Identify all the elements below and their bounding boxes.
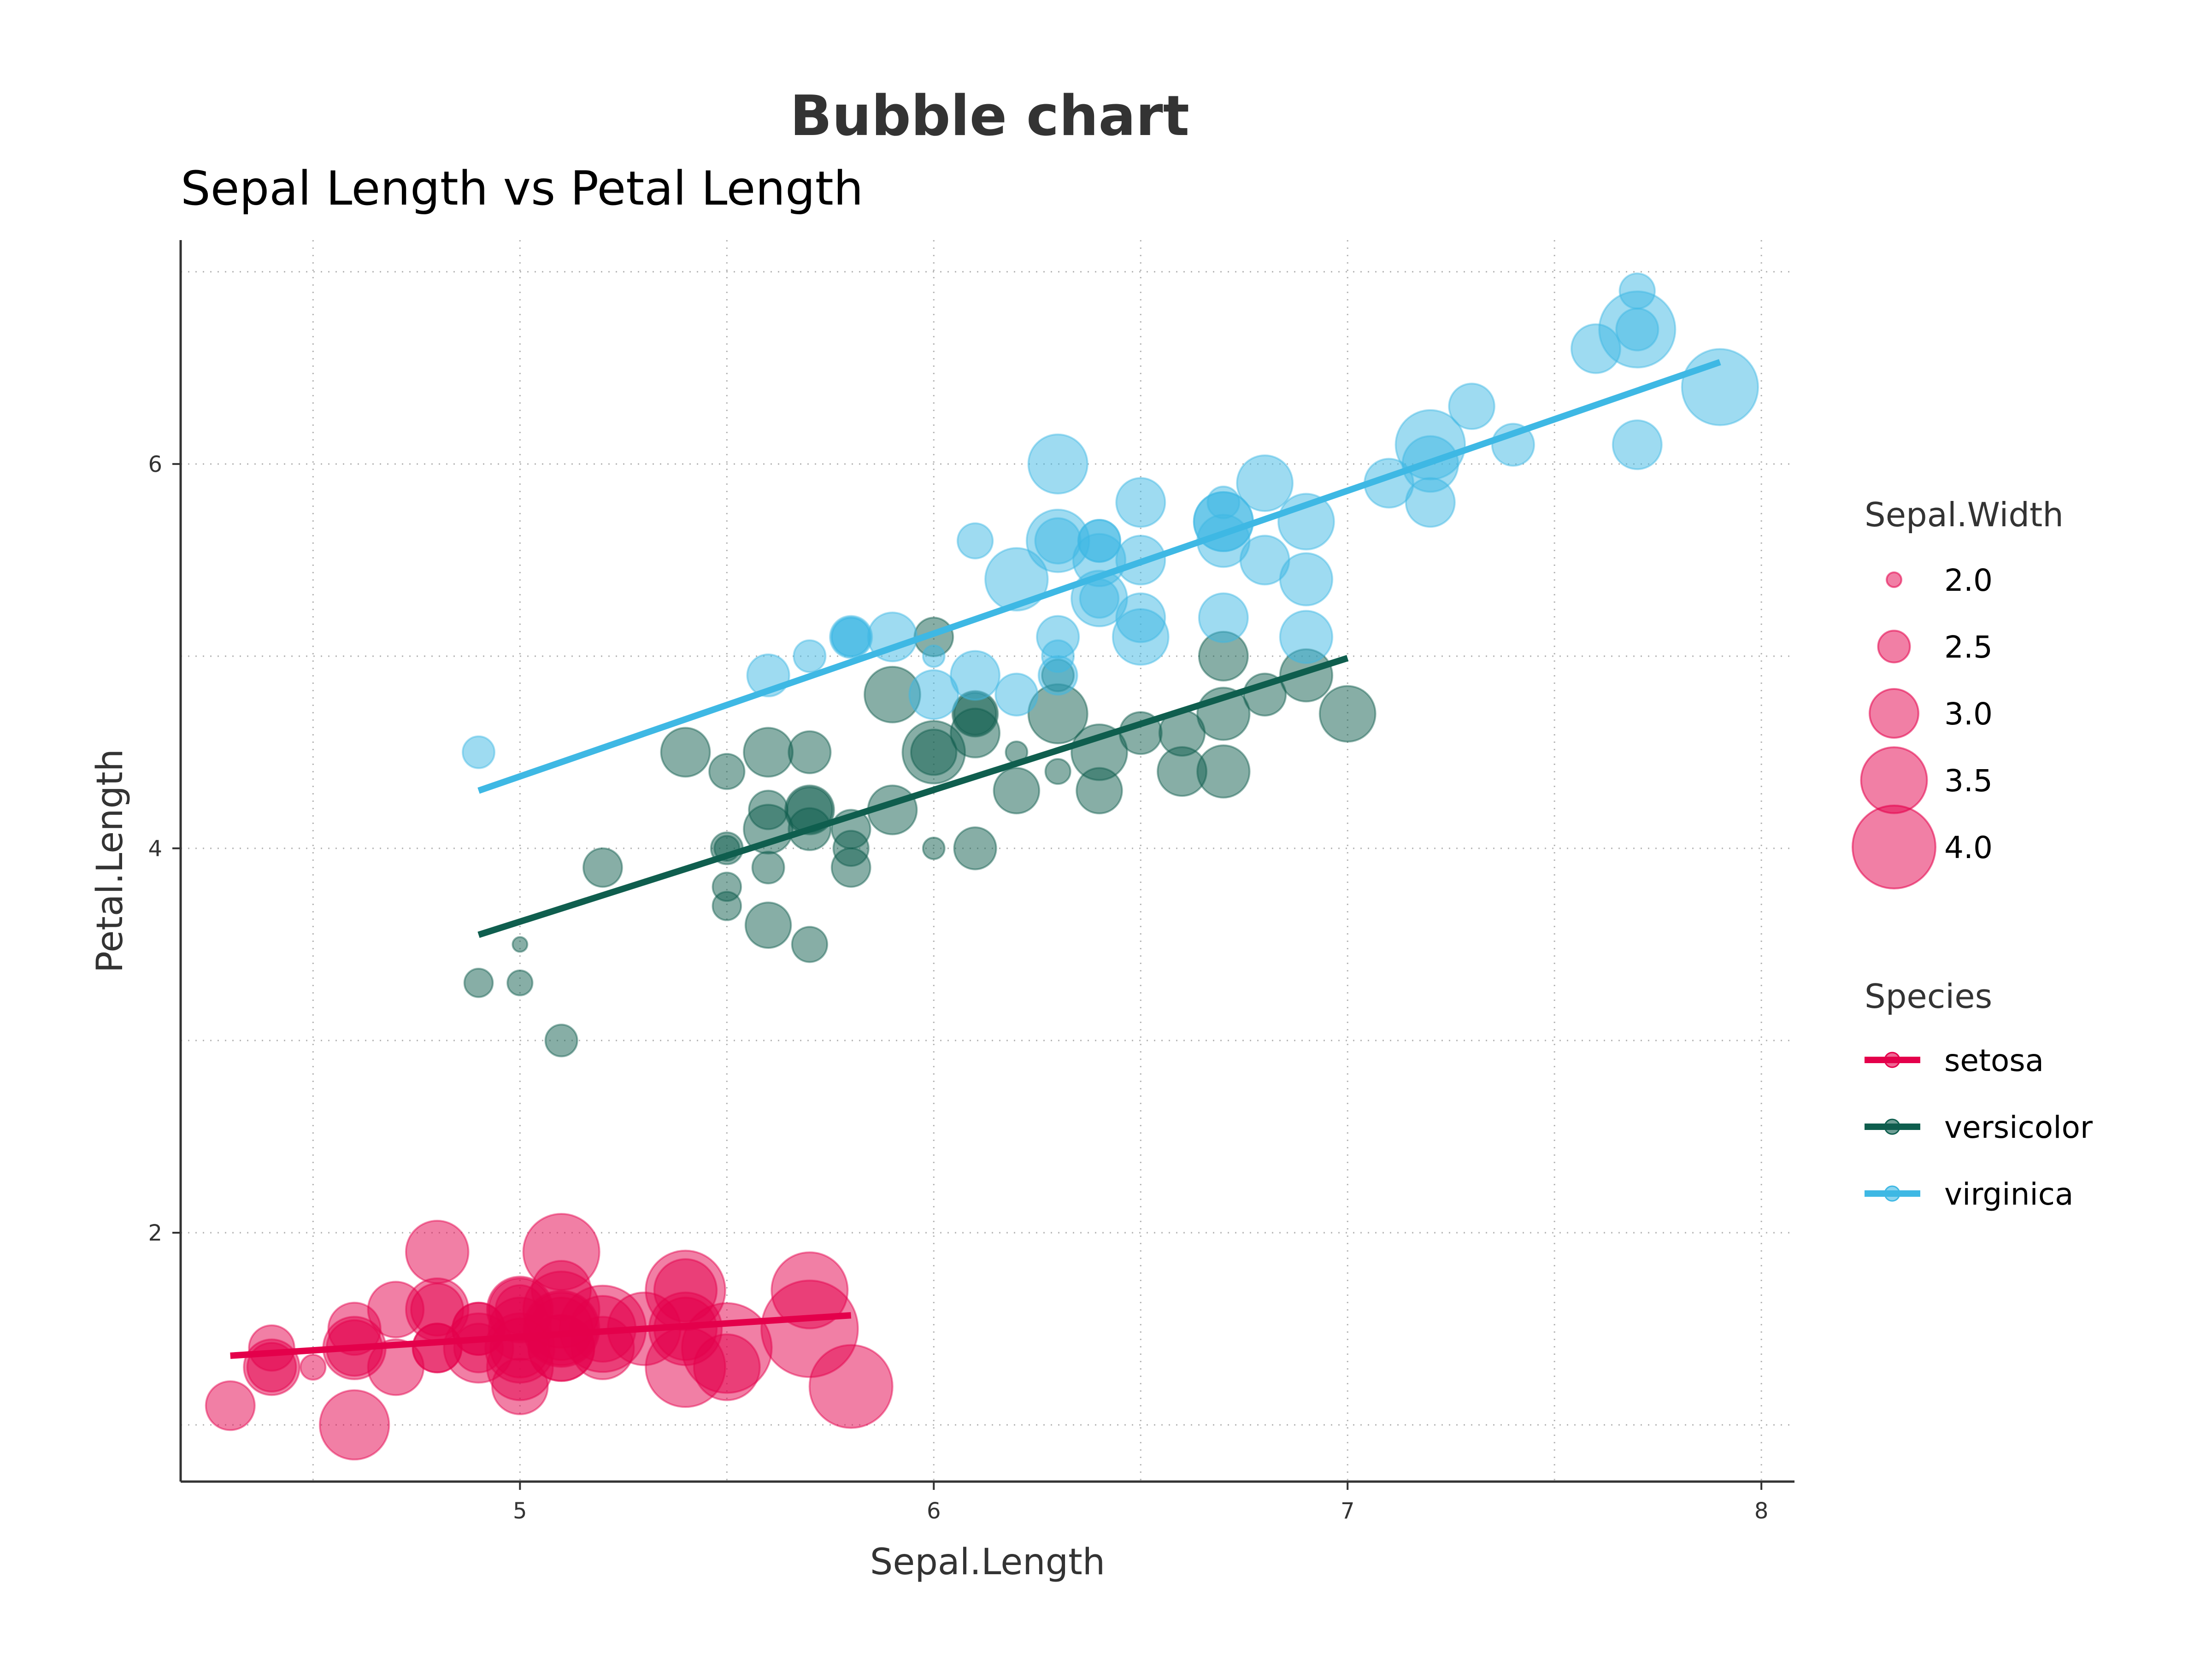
- bubble-virginica: [1236, 454, 1294, 512]
- size-legend: Sepal.Width 2.0 2.5 3.0 3.5 4.0: [1852, 495, 2064, 889]
- y-tick-label: 2: [148, 1220, 162, 1246]
- x-ticks: 5 6 7 8: [513, 1482, 1768, 1524]
- bubble-virginica: [1618, 272, 1656, 310]
- bubble-virginica: [922, 644, 946, 668]
- data-points: [205, 272, 1759, 1461]
- species-legend-title: Species: [1865, 977, 1992, 1016]
- bubble-virginica: [1448, 382, 1495, 430]
- bubble-setosa: [771, 1251, 849, 1330]
- species-legend: Species setosa versicolor virginica: [1865, 977, 2093, 1212]
- size-legend-label: 2.0: [1944, 563, 1993, 598]
- bubble-virginica: [950, 650, 1001, 701]
- size-legend-key: [1886, 571, 1902, 588]
- x-tick-label: 8: [1754, 1498, 1769, 1524]
- bubble-versicolor: [660, 727, 711, 778]
- bubble-setosa: [489, 1318, 551, 1379]
- bubble-virginica: [830, 617, 871, 658]
- bubble-virginica: [1115, 592, 1166, 643]
- bubble-virginica: [1615, 307, 1659, 352]
- bubble-virginica: [1198, 592, 1249, 643]
- bubble-virginica: [908, 669, 959, 720]
- y-tick-label: 6: [148, 452, 162, 477]
- bubble-virginica: [994, 672, 1039, 717]
- bubble-setosa: [243, 1338, 300, 1396]
- bubble-setosa: [405, 1219, 470, 1284]
- fit-line-setosa: [230, 1312, 852, 1359]
- y-ticks: 2 4 6: [148, 452, 181, 1246]
- bubble-versicolor: [788, 730, 832, 774]
- fit-line-versicolor: [477, 655, 1349, 938]
- bubble-setosa: [205, 1380, 256, 1431]
- size-legend-key: [1869, 688, 1919, 739]
- x-tick-label: 7: [1341, 1498, 1355, 1524]
- y-tick-label: 4: [148, 836, 162, 862]
- species-legend-dot: [1884, 1118, 1900, 1135]
- bubble-versicolor: [791, 926, 829, 963]
- size-legend-label: 4.0: [1944, 830, 1993, 865]
- bubble-versicolor: [993, 767, 1041, 815]
- bubble-versicolor: [744, 901, 792, 949]
- fit-lines: [230, 359, 1721, 1359]
- bubble-versicolor: [582, 847, 623, 888]
- bubble-virginica: [1405, 477, 1456, 528]
- chart-subtitle: Sepal Length vs Petal Length: [181, 161, 864, 216]
- bubble-virginica: [1115, 477, 1166, 528]
- size-legend-title: Sepal.Width: [1865, 495, 2064, 534]
- bubble-versicolor: [748, 789, 788, 830]
- chart-title: Bubble chart: [789, 84, 1190, 148]
- bubble-versicolor: [544, 1024, 578, 1058]
- bubble-versicolor: [1318, 685, 1377, 743]
- bubble-virginica: [1041, 639, 1075, 673]
- bubble-virginica: [1279, 552, 1334, 606]
- size-legend-label: 2.5: [1944, 629, 1993, 665]
- x-axis-label: Sepal.Length: [870, 1541, 1105, 1583]
- bubble-virginica: [1279, 610, 1334, 664]
- bubble-virginica: [462, 735, 496, 769]
- bubble-virginica: [1027, 433, 1088, 494]
- bubble-versicolor: [712, 891, 742, 921]
- species-legend-label: setosa: [1944, 1043, 2044, 1078]
- bubble-versicolor: [1076, 767, 1123, 815]
- size-legend-key: [1877, 629, 1911, 664]
- bubble-versicolor: [953, 826, 997, 871]
- bubble-virginica: [984, 547, 1049, 612]
- bubble-versicolor: [1044, 758, 1071, 785]
- bubble-versicolor: [506, 969, 534, 996]
- bubble-setosa: [300, 1353, 327, 1381]
- size-legend-label: 3.0: [1944, 696, 1993, 732]
- bubble-virginica: [793, 639, 827, 673]
- bubble-virginica: [1681, 348, 1759, 426]
- size-legend-key: [1860, 746, 1928, 814]
- bubble-versicolor: [950, 707, 1001, 759]
- y-axis-label: Petal.Length: [89, 749, 131, 973]
- fit-line-virginica: [477, 359, 1721, 794]
- bubble-versicolor: [463, 968, 494, 998]
- species-legend-dot: [1884, 1185, 1900, 1202]
- x-tick-label: 5: [513, 1498, 527, 1524]
- grid-lines: [181, 240, 1794, 1482]
- x-tick-label: 6: [927, 1498, 941, 1524]
- species-legend-label: virginica: [1944, 1177, 2074, 1212]
- bubble-virginica: [1612, 419, 1663, 471]
- bubble-virginica: [956, 522, 994, 559]
- size-legend-label: 3.5: [1944, 763, 1993, 799]
- bubble-setosa: [693, 1333, 761, 1401]
- size-legend-key: [1852, 805, 1936, 889]
- bubble-versicolor: [512, 936, 529, 953]
- axes: [179, 240, 1794, 1483]
- bubble-versicolor: [1157, 746, 1208, 797]
- bubble-versicolor: [743, 727, 794, 778]
- bubble-versicolor: [832, 830, 870, 867]
- species-legend-dot: [1884, 1052, 1900, 1068]
- bubble-setosa: [522, 1271, 600, 1349]
- bubble-versicolor: [708, 753, 746, 790]
- bubble-versicolor: [751, 851, 785, 885]
- bubble-setosa: [412, 1323, 463, 1374]
- bubble-versicolor: [922, 836, 946, 860]
- species-legend-label: versicolor: [1944, 1110, 2093, 1145]
- bubble-setosa: [318, 1389, 390, 1461]
